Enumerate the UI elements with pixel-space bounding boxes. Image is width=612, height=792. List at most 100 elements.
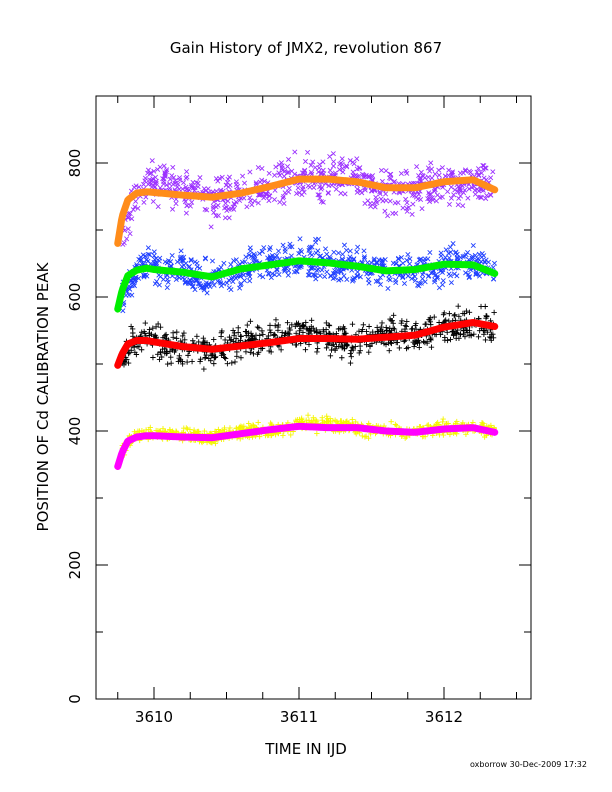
data-point [222, 215, 228, 221]
data-point [445, 189, 451, 195]
data-point [344, 164, 350, 170]
data-point [442, 334, 448, 341]
fit-line [114, 175, 499, 247]
data-point [446, 310, 453, 317]
data-point [181, 425, 187, 431]
data-point [317, 329, 323, 335]
data-point [324, 413, 330, 419]
data-point [455, 303, 461, 309]
data-point [359, 190, 365, 196]
data-point [332, 170, 338, 176]
data-point [349, 321, 356, 327]
data-point [365, 276, 371, 282]
data-point [473, 269, 479, 275]
data-point [328, 273, 334, 279]
data-point [313, 329, 320, 336]
data-point [314, 430, 320, 437]
data-point [255, 164, 261, 170]
data-point [362, 187, 368, 193]
data-point [334, 418, 340, 425]
chart-title: Gain History of JMX2, revolution 867 [170, 39, 442, 57]
data-point [426, 190, 432, 196]
data-point [448, 195, 454, 201]
data-point [274, 266, 280, 272]
data-point [426, 199, 433, 205]
data-point [167, 185, 173, 191]
data-point [422, 434, 428, 440]
data-point [432, 277, 438, 283]
data-point [306, 417, 312, 424]
data-point [222, 337, 228, 343]
data-point [351, 161, 357, 167]
data-point [136, 344, 142, 350]
data-point [130, 207, 136, 213]
data-point [420, 272, 426, 278]
data-point [335, 270, 341, 276]
data-point [436, 319, 442, 326]
data-point [412, 277, 418, 283]
data-point [439, 165, 445, 171]
data-point [154, 278, 160, 284]
data-point [333, 186, 339, 192]
plot-frame [95, 95, 532, 700]
data-point [232, 359, 238, 365]
data-point [412, 192, 418, 198]
data-point [311, 185, 317, 191]
data-point [407, 256, 413, 262]
data-point [327, 353, 334, 359]
data-point [152, 332, 159, 339]
data-point [237, 197, 243, 203]
data-point [491, 276, 497, 282]
data-point [278, 347, 284, 353]
data-point [273, 317, 279, 323]
data-point [243, 254, 249, 260]
data-point [302, 346, 309, 353]
data-point [174, 259, 180, 265]
data-point [363, 341, 370, 348]
data-point [153, 324, 159, 330]
data-point [439, 419, 446, 425]
data-point [451, 192, 457, 198]
data-point [323, 345, 330, 351]
data-point [321, 171, 327, 177]
data-point [453, 335, 459, 342]
data-point [188, 257, 194, 263]
data-point [176, 186, 182, 192]
data-point [452, 312, 458, 318]
data-point [339, 355, 345, 361]
data-point [276, 271, 282, 278]
data-point [272, 172, 278, 178]
data-point [247, 169, 253, 175]
data-point [150, 325, 156, 331]
data-point [247, 245, 253, 251]
data-point [242, 180, 248, 186]
data-point [446, 255, 452, 261]
data-point [151, 249, 157, 255]
data-point [155, 351, 161, 358]
data-point [273, 164, 279, 170]
data-point [344, 276, 350, 283]
data-point [201, 366, 207, 372]
data-point [437, 331, 444, 338]
data-point [313, 239, 319, 245]
data-point [326, 183, 332, 189]
data-point [181, 254, 187, 260]
data-point [363, 174, 369, 180]
data-point [378, 326, 384, 332]
data-point [392, 421, 399, 428]
data-point [127, 231, 133, 237]
data-point [481, 331, 487, 337]
data-point [306, 341, 312, 348]
data-point [442, 254, 448, 260]
data-point [425, 196, 431, 202]
data-point [238, 274, 244, 280]
data-point [262, 193, 268, 199]
data-point [209, 258, 216, 264]
data-point [418, 256, 424, 262]
data-point [138, 347, 145, 353]
data-point [284, 169, 290, 175]
data-point [180, 257, 186, 263]
data-point [293, 417, 299, 423]
data-point [453, 329, 460, 336]
data-point [403, 345, 410, 352]
